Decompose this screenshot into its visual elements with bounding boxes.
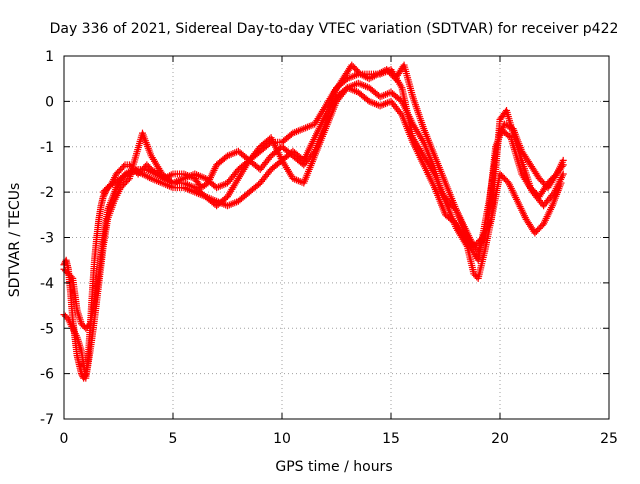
y-tick-label: 1 [45, 49, 54, 65]
y-tick-label: -6 [40, 367, 54, 383]
y-tick-label: -4 [40, 276, 54, 292]
x-tick-label: 25 [600, 431, 618, 447]
data-point [397, 109, 405, 117]
chart-title: Day 336 of 2021, Sidereal Day-to-day VTE… [50, 21, 619, 37]
data-point [559, 170, 567, 178]
data-points [60, 61, 567, 382]
x-tick-label: 15 [382, 431, 400, 447]
y-tick-label: -3 [40, 231, 54, 247]
grid-lines [64, 56, 609, 419]
data-point [67, 273, 75, 281]
series-4 [60, 84, 567, 332]
y-tick-label: -2 [40, 185, 54, 201]
data-point [100, 191, 108, 199]
axis-ticks: 0 5 10 15 20 25 -7 -6 -5 -4 -3 -2 -1 0 1 [40, 49, 618, 447]
y-tick-label: 0 [45, 94, 54, 110]
y-tick-label: -1 [40, 140, 54, 156]
x-tick-label: 10 [273, 431, 291, 447]
data-point [549, 190, 557, 198]
y-tick-label: -7 [40, 412, 54, 428]
y-tick-label: -5 [40, 321, 54, 337]
y-axis-label: SDTVAR / TECUs [7, 183, 23, 298]
data-point [559, 161, 567, 169]
x-tick-label: 20 [491, 431, 509, 447]
x-tick-label: 5 [169, 431, 178, 447]
x-axis-label: GPS time / hours [275, 459, 392, 475]
data-point [558, 162, 566, 170]
data-point [309, 149, 317, 157]
data-point [120, 162, 128, 170]
x-tick-label: 0 [60, 431, 69, 447]
data-point [85, 321, 93, 329]
